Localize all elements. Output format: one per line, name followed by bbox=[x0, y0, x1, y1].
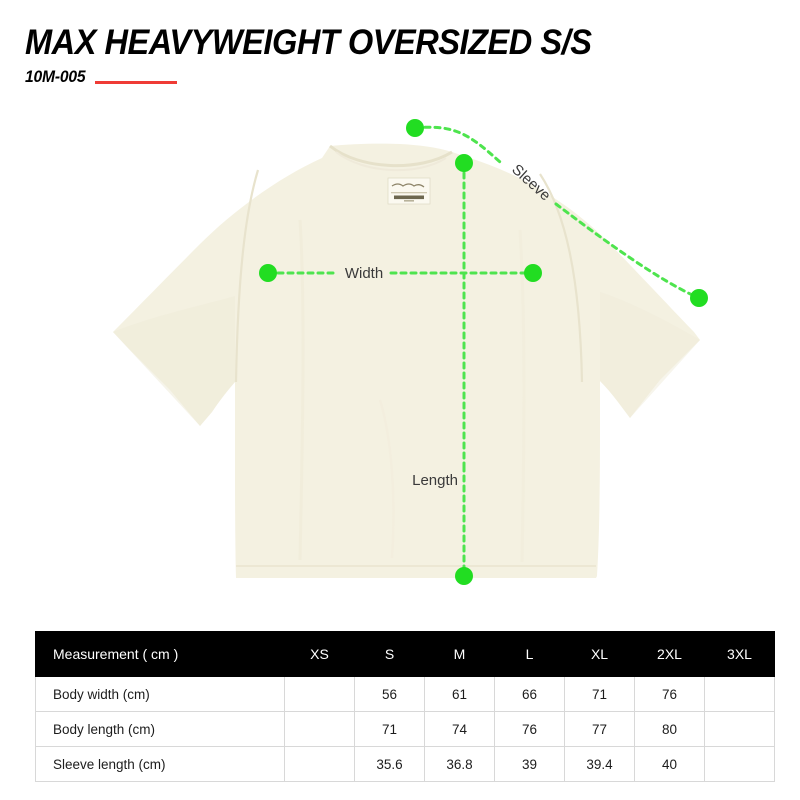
width-label: Width bbox=[345, 265, 383, 282]
marker-width-right bbox=[524, 264, 542, 282]
cell-body-length-2xl: 80 bbox=[634, 711, 705, 747]
column-header-measurement: Measurement ( cm ) bbox=[35, 631, 285, 677]
column-header-xs: XS bbox=[284, 631, 355, 677]
cell-sleeve-length-3xl bbox=[704, 746, 775, 782]
right-sleeve-shading bbox=[600, 292, 700, 418]
neck-ribbing-outer bbox=[329, 144, 453, 168]
cell-body-length-s: 71 bbox=[354, 711, 425, 747]
marker-width-left bbox=[259, 264, 277, 282]
cell-body-length-3xl bbox=[704, 711, 775, 747]
length-label: Length bbox=[412, 472, 458, 489]
column-header-3xl: 3XL bbox=[704, 631, 775, 677]
row-label-sleeve-length: Sleeve length (cm) bbox=[35, 746, 285, 782]
cell-body-width-l: 66 bbox=[494, 676, 565, 712]
marker-shoulder-point bbox=[455, 154, 473, 172]
cell-sleeve-length-xl: 39.4 bbox=[564, 746, 635, 782]
column-header-s: S bbox=[354, 631, 425, 677]
tshirt-body-shape bbox=[113, 143, 700, 578]
page-title: MAX HEAVYWEIGHT OVERSIZED S/S bbox=[25, 23, 592, 62]
page-header: MAX HEAVYWEIGHT OVERSIZED S/S 10M-005 bbox=[25, 24, 785, 87]
cell-body-width-3xl bbox=[704, 676, 775, 712]
right-armhole-seam bbox=[539, 173, 584, 383]
neck-brand-label bbox=[387, 177, 431, 205]
style-code-row: 10M-005 bbox=[25, 67, 785, 87]
table-row: Body length (cm) 71 74 76 77 80 bbox=[35, 711, 775, 747]
column-header-l: L bbox=[494, 631, 565, 677]
fabric-crease-c bbox=[378, 399, 395, 559]
fabric-crease-b bbox=[518, 229, 526, 563]
column-header-2xl: 2XL bbox=[634, 631, 705, 677]
left-sleeve-shading bbox=[113, 296, 235, 426]
left-armhole-seam bbox=[234, 169, 260, 383]
cell-sleeve-length-l: 39 bbox=[494, 746, 565, 782]
style-code: 10M-005 bbox=[25, 67, 86, 86]
cell-body-width-s: 56 bbox=[354, 676, 425, 712]
table-header-row: Measurement ( cm ) XS S M L XL 2XL 3XL bbox=[35, 631, 775, 677]
marker-sleeve-start bbox=[406, 119, 424, 137]
fabric-crease-a bbox=[298, 219, 305, 561]
row-label-body-width: Body width (cm) bbox=[35, 676, 285, 712]
neck-ribbing-inner bbox=[335, 151, 447, 172]
sleeve-guide-path-end bbox=[554, 202, 701, 300]
table-row: Body width (cm) 56 61 66 71 76 bbox=[35, 676, 775, 712]
cell-body-width-m: 61 bbox=[424, 676, 495, 712]
size-chart-table: Measurement ( cm ) XS S M L XL 2XL 3XL B… bbox=[35, 631, 775, 782]
row-label-body-length: Body length (cm) bbox=[35, 711, 285, 747]
table-row: Sleeve length (cm) 35.6 36.8 39 39.4 40 bbox=[35, 746, 775, 782]
cell-sleeve-length-m: 36.8 bbox=[424, 746, 495, 782]
cell-body-length-l: 76 bbox=[494, 711, 565, 747]
tshirt-illustration bbox=[113, 143, 700, 578]
cell-sleeve-length-s: 35.6 bbox=[354, 746, 425, 782]
cell-sleeve-length-xs bbox=[284, 746, 355, 782]
cell-sleeve-length-2xl: 40 bbox=[634, 746, 705, 782]
garment-measurement-diagram: Width Length Sleeve bbox=[0, 100, 800, 610]
marker-sleeve-end bbox=[690, 289, 708, 307]
column-header-xl: XL bbox=[564, 631, 635, 677]
cell-body-width-xl: 71 bbox=[564, 676, 635, 712]
column-header-m: M bbox=[424, 631, 495, 677]
cell-body-length-m: 74 bbox=[424, 711, 495, 747]
cell-body-width-2xl: 76 bbox=[634, 676, 705, 712]
cell-body-width-xs bbox=[284, 676, 355, 712]
sleeve-guide-path-start bbox=[413, 125, 502, 164]
cell-body-length-xl: 77 bbox=[564, 711, 635, 747]
cell-body-length-xs bbox=[284, 711, 355, 747]
marker-length-bottom bbox=[455, 567, 473, 585]
red-underline-rule bbox=[94, 80, 177, 84]
